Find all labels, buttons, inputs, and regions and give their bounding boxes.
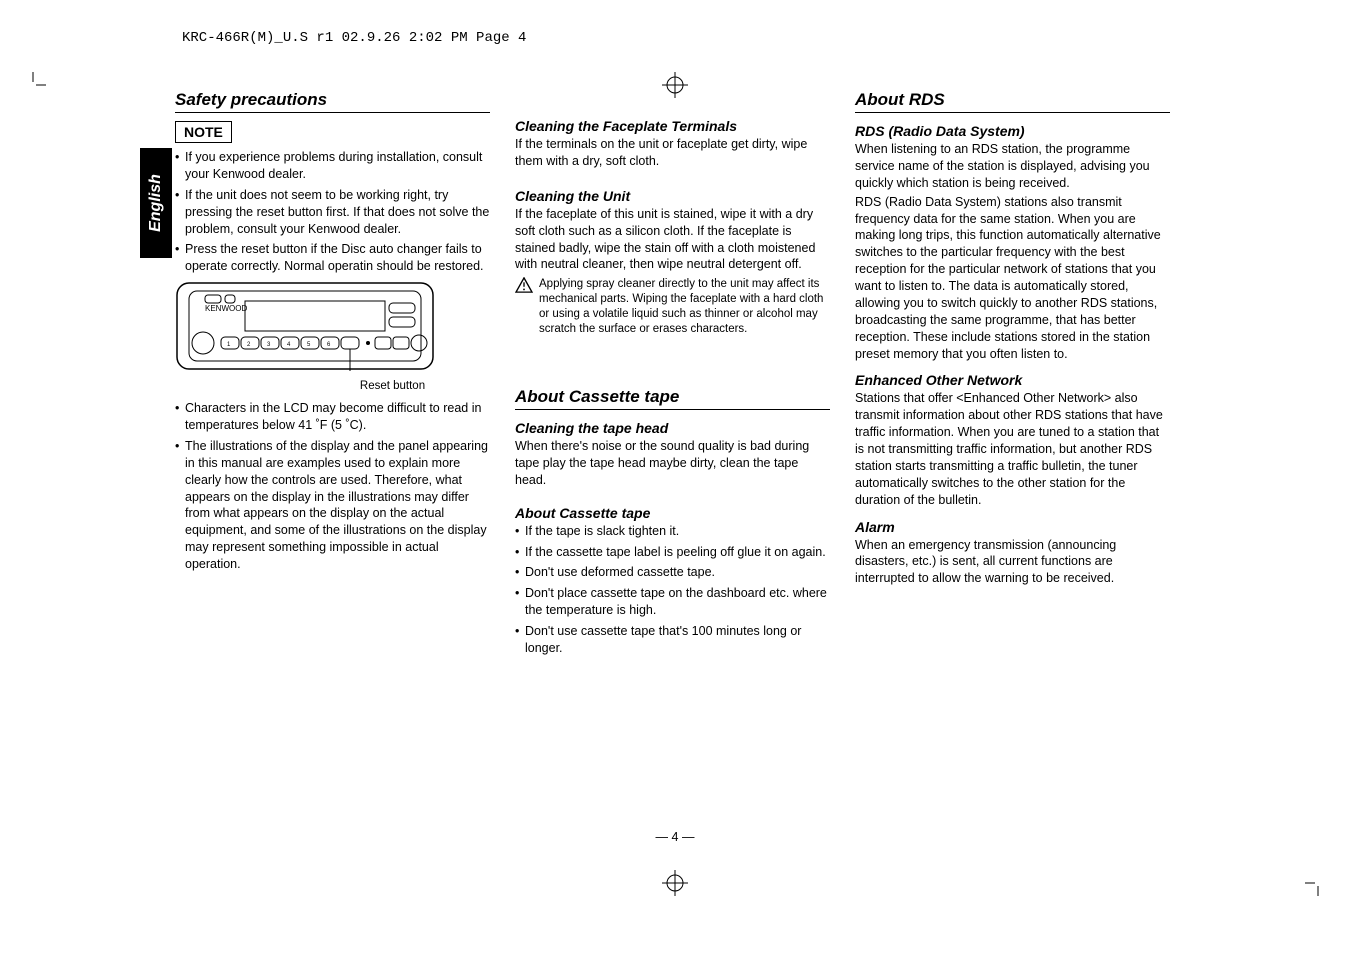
safety-bullets-top: If you experience problems during instal…: [175, 149, 490, 275]
registration-mark-bottom: [662, 870, 688, 896]
job-slug: KRC-466R(M)_U.S r1 02.9.26 2:02 PM Page …: [182, 30, 526, 46]
section-bar-cassette: About Cassette tape: [515, 387, 830, 410]
svg-text:5: 5: [307, 342, 311, 348]
warning-text: Applying spray cleaner directly to the u…: [539, 277, 830, 337]
list-item: Don't use deformed cassette tape.: [515, 564, 830, 581]
heading-tape-head: Cleaning the tape head: [515, 420, 830, 436]
warning-icon: [515, 277, 533, 337]
heading-cleaning-unit: Cleaning the Unit: [515, 188, 830, 204]
list-item: If the cassette tape label is peeling of…: [515, 544, 830, 561]
list-item: If the unit does not seem to be working …: [175, 187, 490, 238]
heading-eon: Enhanced Other Network: [855, 372, 1170, 388]
list-item: Press the reset button if the Disc auto …: [175, 241, 490, 275]
para-rds-b: RDS (Radio Data System) stations also tr…: [855, 194, 1170, 363]
safety-bullets-bottom: Characters in the LCD may become difficu…: [175, 400, 490, 573]
para-tape-head: When there's noise or the sound quality …: [515, 438, 830, 489]
radio-figure: KENWOOD 1 2 3 4 5 6: [175, 281, 435, 376]
reset-button-label: Reset button: [235, 380, 550, 392]
column-2: Cleaning the Faceplate Terminals If the …: [515, 90, 830, 661]
list-item: The illustrations of the display and the…: [175, 438, 490, 573]
list-item: Don't use cassette tape that's 100 minut…: [515, 623, 830, 657]
list-item: Characters in the LCD may become difficu…: [175, 400, 490, 434]
heading-rds: RDS (Radio Data System): [855, 123, 1170, 139]
svg-text:6: 6: [327, 342, 331, 348]
list-item: If you experience problems during instal…: [175, 149, 490, 183]
heading-about-cassette: About Cassette tape: [515, 505, 830, 521]
para-rds-a: When listening to an RDS station, the pr…: [855, 141, 1170, 192]
section-bar-safety: Safety precautions: [175, 90, 490, 113]
svg-text:3: 3: [267, 342, 271, 348]
svg-text:KENWOOD: KENWOOD: [205, 304, 247, 313]
page-number: — 4 —: [175, 830, 1175, 844]
para-eon: Stations that offer <Enhanced Other Netw…: [855, 390, 1170, 508]
section-bar-rds: About RDS: [855, 90, 1170, 113]
section-title-rds: About RDS: [855, 90, 945, 109]
cassette-bullets: If the tape is slack tighten it. If the …: [515, 523, 830, 657]
radio-illustration: KENWOOD 1 2 3 4 5 6: [175, 281, 435, 371]
heading-alarm: Alarm: [855, 519, 1170, 535]
list-item: Don't place cassette tape on the dashboa…: [515, 585, 830, 619]
language-tab-label: English: [147, 174, 165, 232]
warning-row: Applying spray cleaner directly to the u…: [515, 277, 830, 337]
list-item: If the tape is slack tighten it.: [515, 523, 830, 540]
section-title-cassette: About Cassette tape: [515, 387, 679, 406]
column-3: About RDS RDS (Radio Data System) When l…: [855, 90, 1170, 587]
svg-text:4: 4: [287, 342, 291, 348]
svg-text:1: 1: [227, 342, 231, 348]
section-title-safety: Safety precautions: [175, 90, 327, 109]
column-1: Safety precautions NOTE If you experienc…: [175, 90, 490, 577]
crop-mark-bottom-right: [1305, 870, 1331, 896]
para-cleaning-unit: If the faceplate of this unit is stained…: [515, 206, 830, 274]
heading-faceplate-terminals: Cleaning the Faceplate Terminals: [515, 118, 830, 134]
para-faceplate-terminals: If the terminals on the unit or faceplat…: [515, 136, 830, 170]
crop-mark-top-left: [20, 72, 46, 98]
svg-text:2: 2: [247, 342, 251, 348]
para-alarm: When an emergency transmission (announci…: [855, 537, 1170, 588]
language-tab: English: [140, 148, 172, 258]
note-box: NOTE: [175, 121, 232, 143]
